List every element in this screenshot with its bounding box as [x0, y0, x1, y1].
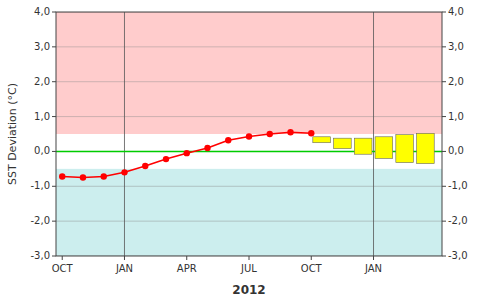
y-tick-label: 3,0 [34, 41, 50, 52]
y-tick [52, 116, 56, 117]
observed-point [80, 174, 86, 180]
axes: -3,0 -3,0 -2,0 -2,0 -1,0 -1,0 0,0 0,0 1,0 1,0 2,0 2… [30, 6, 467, 274]
y-tick-label: 4,0 [34, 6, 50, 17]
grid-line [56, 116, 442, 117]
y-tick [52, 256, 56, 257]
y-tick-label-right: -1,0 [448, 180, 468, 191]
grid-line [56, 46, 442, 47]
y-tick-label: 1,0 [34, 111, 50, 122]
y-tick-right [442, 256, 446, 257]
background-band [56, 134, 442, 169]
y-tick-right [442, 221, 446, 222]
background-band [56, 169, 442, 256]
forecast-bar [396, 135, 414, 163]
x-tick-label: APR [177, 263, 197, 274]
y-tick-label: 0,0 [34, 145, 50, 156]
y-tick-right [442, 46, 446, 47]
y-tick-label-right: 3,0 [448, 41, 464, 52]
background-band [56, 12, 442, 134]
y-tick [52, 151, 56, 152]
y-tick-label: 2,0 [34, 76, 50, 87]
grid-line [56, 81, 442, 82]
y-tick-right [442, 186, 446, 187]
grid-line [56, 186, 442, 187]
x-tick-label: OCT [301, 263, 323, 274]
y-tick [52, 81, 56, 82]
plot-area [56, 12, 442, 256]
y-tick-right [442, 12, 446, 13]
y-tick-label-right: 4,0 [448, 6, 464, 17]
x-tick [249, 256, 250, 260]
y-tick-right [442, 116, 446, 117]
x-tick-label: OCT [52, 263, 74, 274]
y-tick [52, 186, 56, 187]
y-tick-label-right: -2,0 [448, 215, 468, 226]
x-tick [62, 256, 63, 260]
forecast-bar [313, 137, 331, 143]
x-tick [124, 256, 125, 260]
reference-line [124, 12, 125, 256]
observed-point [142, 163, 148, 169]
y-tick [52, 46, 56, 47]
y-tick-right [442, 81, 446, 82]
x-axis-label: 2012 [232, 283, 265, 297]
observed-point [101, 173, 107, 179]
grid-line [56, 221, 442, 222]
forecast-bar [334, 138, 352, 148]
observed-point [308, 130, 314, 136]
y-tick-label: -2,0 [30, 215, 50, 226]
forecast-bar [417, 133, 435, 163]
x-tick [373, 256, 374, 260]
observed-point [246, 133, 252, 139]
y-axis-label: SST Deviation (°C) [6, 83, 19, 185]
x-tick-label: JUL [240, 263, 257, 274]
observed-point [267, 131, 273, 137]
observed-point [59, 173, 65, 179]
observed-point [204, 145, 210, 151]
y-tick-right [442, 151, 446, 152]
y-tick-label-right: 2,0 [448, 76, 464, 87]
y-tick-label-right: -3,0 [448, 250, 468, 261]
y-tick-label-right: 0,0 [448, 145, 464, 156]
x-tick-label: JAN [115, 263, 133, 274]
chart: -3,0 -3,0 -2,0 -2,0 -1,0 -1,0 0,0 0,0 1,0 1,0 2,0 2… [0, 0, 480, 300]
observed-point [163, 156, 169, 162]
x-tick [186, 256, 187, 260]
y-tick-label: -3,0 [30, 250, 50, 261]
forecast-bar [354, 138, 372, 154]
plot-frame [56, 12, 442, 256]
forecast-bar [375, 137, 393, 159]
observed-point [184, 150, 190, 156]
observed-point [287, 129, 293, 135]
y-tick-label-right: 1,0 [448, 111, 464, 122]
observed-point [225, 137, 231, 143]
y-tick [52, 12, 56, 13]
reference-line [373, 12, 374, 256]
y-tick [52, 221, 56, 222]
observed-point [121, 169, 127, 175]
y-tick-label: -1,0 [30, 180, 50, 191]
observed-line [62, 132, 311, 177]
x-tick-label: JAN [364, 263, 382, 274]
x-tick [311, 256, 312, 260]
